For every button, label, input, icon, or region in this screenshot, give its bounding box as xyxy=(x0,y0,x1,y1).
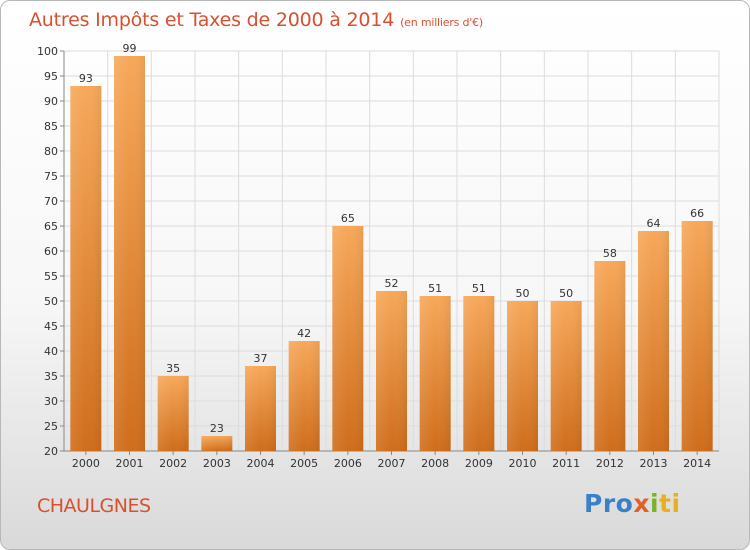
bar-shine-2007 xyxy=(376,291,407,451)
labels: 20 25 30 35 40 45 50 55 60 65 70 75 80 85 90 95 100 93 200… xyxy=(37,42,711,470)
data-label-2003: 23 xyxy=(210,422,224,435)
chart-title-text: Autres Impôts et Taxes de 2000 à 2014 xyxy=(29,9,395,31)
data-label-2004: 37 xyxy=(254,352,268,365)
bar-shine-2011 xyxy=(550,301,582,451)
bar-shine-2008 xyxy=(419,296,451,451)
y-tick-label: 45 xyxy=(44,320,58,333)
data-label-2005: 42 xyxy=(297,327,311,340)
y-tick-label: 30 xyxy=(44,395,58,408)
y-tick-label: 50 xyxy=(44,295,58,308)
data-label-2012: 58 xyxy=(603,247,617,260)
y-tick-label: 40 xyxy=(44,345,58,358)
logo-part-3: i xyxy=(649,489,660,518)
y-tick-label: 65 xyxy=(44,220,58,233)
y-tick-label: 55 xyxy=(44,270,58,283)
x-tick-label-2006: 2006 xyxy=(334,457,362,470)
data-label-2009: 51 xyxy=(472,282,486,295)
data-label-2013: 64 xyxy=(647,217,661,230)
data-label-2007: 52 xyxy=(385,277,399,290)
x-tick-label-2011: 2011 xyxy=(552,457,580,470)
bar-shine-2014 xyxy=(681,221,713,451)
bar-shine-2002 xyxy=(157,376,189,451)
y-tick-label: 95 xyxy=(44,70,58,83)
x-tick-label-2007: 2007 xyxy=(378,457,406,470)
chart-title: Autres Impôts et Taxes de 2000 à 2014 (en… xyxy=(29,9,483,31)
y-tick-label: 85 xyxy=(44,120,58,133)
logo-part-4: ti xyxy=(659,489,681,518)
proxiti-logo: Proxiti xyxy=(584,489,681,518)
bar-shine-2001 xyxy=(114,56,145,451)
x-tick-label-2010: 2010 xyxy=(509,457,537,470)
data-label-2014: 66 xyxy=(690,207,704,220)
x-tick-label-2008: 2008 xyxy=(421,457,449,470)
commune-name: CHAULGNES xyxy=(37,495,151,517)
bars xyxy=(70,56,713,451)
data-label-2001: 99 xyxy=(123,42,137,55)
bar-shine-2004 xyxy=(245,366,276,451)
x-tick-label-2013: 2013 xyxy=(640,457,668,470)
bar-shine-2012 xyxy=(594,261,626,451)
x-tick-label-2001: 2001 xyxy=(116,457,144,470)
x-tick-label-2002: 2002 xyxy=(159,457,187,470)
y-tick-label: 70 xyxy=(44,195,58,208)
data-label-2002: 35 xyxy=(166,362,180,375)
logo-part-2: x xyxy=(633,489,650,518)
data-label-2008: 51 xyxy=(428,282,442,295)
x-tick-label-2012: 2012 xyxy=(596,457,624,470)
bar-shine-2000 xyxy=(70,86,102,451)
bar-shine-2013 xyxy=(638,231,669,451)
y-tick-label: 20 xyxy=(44,445,58,458)
data-label-2000: 93 xyxy=(79,72,93,85)
bar-shine-2010 xyxy=(507,301,538,451)
x-tick-label-2004: 2004 xyxy=(247,457,275,470)
chart-unit: (en milliers d'€) xyxy=(400,16,483,29)
y-tick-label: 60 xyxy=(44,245,58,258)
x-tick-label-2009: 2009 xyxy=(465,457,493,470)
y-tick-label: 80 xyxy=(44,145,58,158)
data-label-2011: 50 xyxy=(559,287,573,300)
y-tick-label: 75 xyxy=(44,170,58,183)
y-tick-label: 25 xyxy=(44,420,58,433)
x-tick-label-2005: 2005 xyxy=(290,457,318,470)
x-tick-label-2003: 2003 xyxy=(203,457,231,470)
bar-shine-2006 xyxy=(332,226,364,451)
bar-shine-2003 xyxy=(201,436,233,451)
bar-shine-2005 xyxy=(288,341,320,451)
data-label-2010: 50 xyxy=(516,287,530,300)
y-tick-label: 35 xyxy=(44,370,58,383)
x-tick-label-2000: 2000 xyxy=(72,457,100,470)
y-tick-label: 100 xyxy=(37,45,58,58)
data-label-2006: 65 xyxy=(341,212,355,225)
logo-part-1: Pro xyxy=(584,489,634,518)
bar-shine-2009 xyxy=(463,296,495,451)
y-tick-label: 90 xyxy=(44,95,58,108)
x-tick-label-2014: 2014 xyxy=(683,457,711,470)
